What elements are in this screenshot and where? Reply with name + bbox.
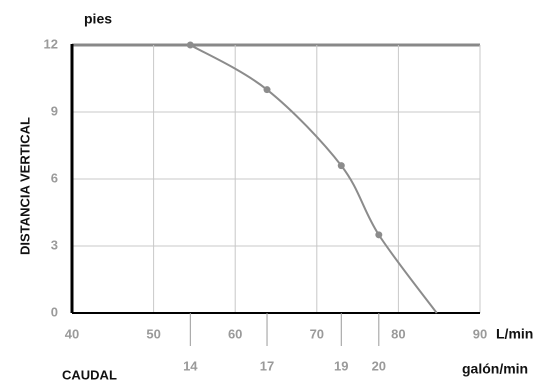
point [263, 86, 271, 94]
y-tick-label: 0 [51, 304, 58, 319]
x-tick-label: 40 [65, 326, 79, 341]
x2-tick-label: 19 [334, 358, 348, 373]
point [337, 162, 345, 170]
x2-tick-label: 20 [372, 358, 386, 373]
y-tick-label: 6 [51, 170, 58, 185]
x-tick-label: 60 [228, 326, 242, 341]
y-tick-label: 9 [51, 103, 58, 118]
x-tick-label: 80 [391, 326, 405, 341]
y-axis-label: DISTANCIA VERTICAL [17, 117, 32, 255]
x2-tick-label: 14 [183, 358, 198, 373]
x2-unit: galón/min [462, 361, 528, 377]
point [186, 41, 194, 49]
x-unit: L/min [496, 326, 533, 342]
x-tick-label: 90 [473, 326, 487, 341]
y-unit: pies [84, 11, 112, 27]
x-tick-label: 70 [310, 326, 324, 341]
x2-tick-label: 17 [260, 358, 274, 373]
y-tick-label: 12 [44, 36, 58, 51]
y-tick-label: 3 [51, 237, 58, 252]
x-axis-label: CAUDAL [62, 367, 117, 382]
x-tick-label: 50 [146, 326, 160, 341]
point [375, 231, 383, 239]
